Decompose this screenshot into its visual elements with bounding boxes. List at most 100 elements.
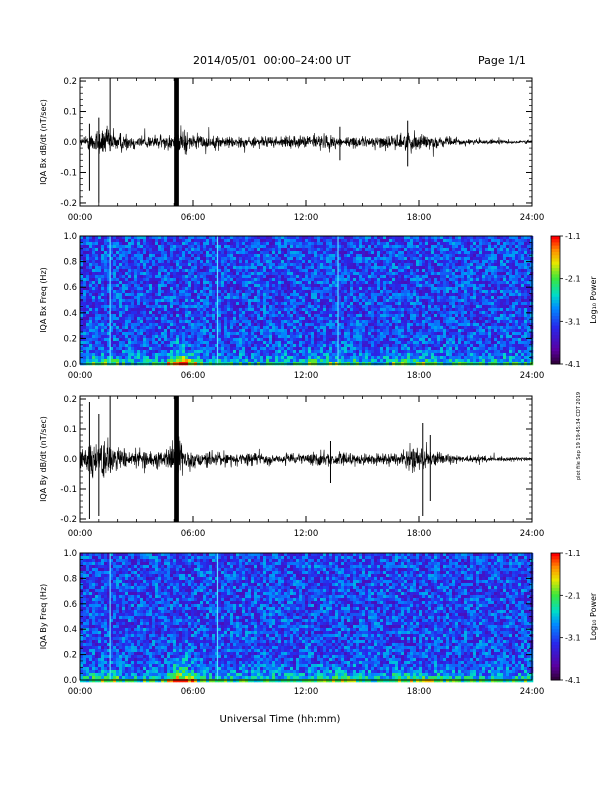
heatmap-cell: [293, 308, 297, 312]
heatmap-cell: [467, 296, 471, 300]
heatmap-cell: [215, 239, 219, 243]
heatmap-cell: [284, 287, 288, 291]
heatmap-cell: [353, 320, 357, 324]
heatmap-cell: [206, 329, 210, 333]
heatmap-cell: [128, 317, 132, 321]
heatmap-cell: [155, 272, 159, 276]
heatmap-cell: [167, 296, 171, 300]
heatmap-cell: [146, 293, 150, 297]
heatmap-cell: [197, 269, 201, 273]
heatmap-cell: [269, 242, 273, 246]
heatmap-cell: [158, 251, 162, 255]
heatmap-cell: [254, 329, 258, 333]
heatmap-cell: [431, 317, 435, 321]
heatmap-cell: [200, 248, 204, 252]
heatmap-cell: [212, 236, 216, 240]
heatmap-cell: [209, 293, 213, 297]
heatmap-cell: [233, 311, 237, 315]
heatmap-cell: [440, 260, 444, 264]
heatmap-cell: [398, 263, 402, 267]
heatmap-cell: [392, 263, 396, 267]
heatmap-cell: [152, 290, 156, 294]
heatmap-cell: [344, 311, 348, 315]
heatmap-cell: [500, 269, 504, 273]
heatmap-cell: [419, 311, 423, 315]
heatmap-cell: [473, 317, 477, 321]
heatmap-cell: [101, 314, 105, 318]
heatmap-cell: [329, 245, 333, 249]
heatmap-cell: [494, 311, 498, 315]
heatmap-cell: [167, 263, 171, 267]
heatmap-cell: [509, 299, 513, 303]
heatmap-cell: [293, 290, 297, 294]
heatmap-cell: [485, 326, 489, 330]
heatmap-cell: [245, 257, 249, 261]
heatmap-cell: [470, 326, 474, 330]
y-axis-label: IQA Bx dB/dt (nT/sec): [39, 99, 48, 185]
heatmap-cell: [149, 296, 153, 300]
heatmap-cell: [266, 296, 270, 300]
heatmap-cell: [83, 314, 87, 318]
heatmap-cell: [464, 281, 468, 285]
heatmap-cell: [227, 329, 231, 333]
heatmap-cell: [398, 293, 402, 297]
heatmap-cell: [356, 260, 360, 264]
heatmap-cell: [353, 290, 357, 294]
heatmap-cell: [434, 326, 438, 330]
heatmap-cell: [218, 323, 222, 327]
heatmap-cell: [104, 239, 108, 243]
heatmap-cell: [311, 236, 315, 240]
heatmap-cell: [143, 311, 147, 315]
heatmap-cell: [248, 314, 252, 318]
heatmap-cell: [194, 305, 198, 309]
heatmap-cell: [512, 320, 516, 324]
heatmap-cell: [431, 260, 435, 264]
heatmap-cell: [464, 251, 468, 255]
heatmap-cell: [332, 323, 336, 327]
heatmap-cell: [161, 260, 165, 264]
heatmap-cell: [392, 290, 396, 294]
heatmap-cell: [431, 299, 435, 303]
heatmap-cell: [107, 254, 111, 258]
heatmap-cell: [233, 278, 237, 282]
heatmap-cell: [389, 290, 393, 294]
heatmap-cell: [266, 311, 270, 315]
heatmap-cell: [398, 278, 402, 282]
heatmap-cell: [404, 239, 408, 243]
heatmap-cell: [200, 317, 204, 321]
heatmap-cell: [242, 242, 246, 246]
heatmap-cell: [311, 287, 315, 291]
heatmap-cell: [392, 260, 396, 264]
heatmap-cell: [221, 245, 225, 249]
heatmap-cell: [425, 290, 429, 294]
heatmap-cell: [485, 257, 489, 261]
heatmap-cell: [506, 323, 510, 327]
heatmap-cell: [89, 278, 93, 282]
heatmap-cell: [428, 248, 432, 252]
heatmap-cell: [92, 320, 96, 324]
heatmap-cell: [503, 296, 507, 300]
heatmap-cell: [509, 275, 513, 279]
heatmap-cell: [428, 287, 432, 291]
heatmap-cell: [419, 239, 423, 243]
heatmap-cell: [287, 260, 291, 264]
heatmap-cell: [320, 266, 324, 270]
heatmap-cell: [449, 299, 453, 303]
heatmap-cell: [101, 323, 105, 327]
heatmap-cell: [233, 248, 237, 252]
heatmap-cell: [452, 314, 456, 318]
heatmap-cell: [365, 290, 369, 294]
heatmap-cell: [524, 254, 528, 258]
heatmap-cell: [335, 239, 339, 243]
heatmap-cell: [365, 245, 369, 249]
heatmap-cell: [443, 263, 447, 267]
heatmap-cell: [200, 257, 204, 261]
heatmap-cell: [494, 260, 498, 264]
heatmap-cell: [248, 236, 252, 240]
heatmap-cell: [356, 257, 360, 261]
heatmap-cell: [104, 281, 108, 285]
heatmap-cell: [260, 287, 264, 291]
heatmap-cell: [164, 311, 168, 315]
heatmap-cell: [332, 305, 336, 309]
x-tick-label: 24:00: [520, 213, 545, 223]
